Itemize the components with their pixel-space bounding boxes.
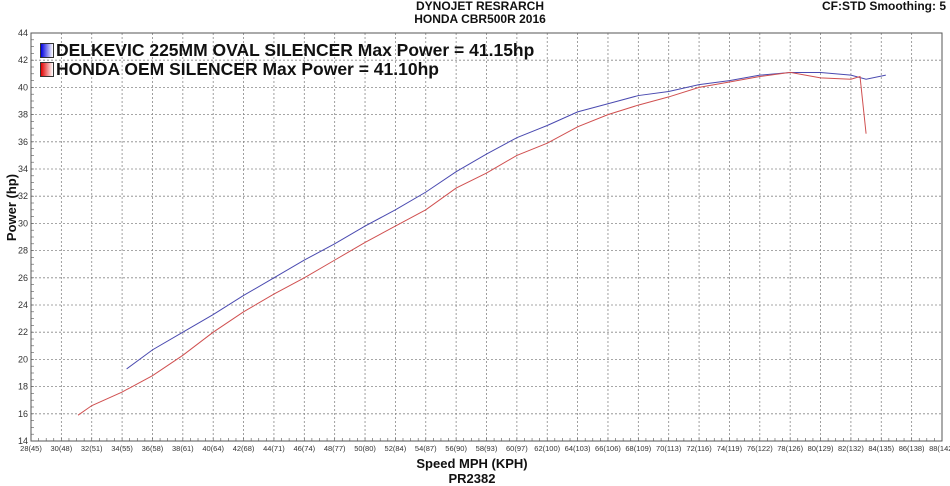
x-tick-label: 46(74) — [293, 444, 315, 453]
x-tick-label: 60(97) — [506, 444, 528, 453]
legend-item-delkevic: DELKEVIC 225MM OVAL SILENCER Max Power =… — [40, 40, 534, 61]
y-tick-label: 34 — [18, 164, 28, 174]
x-tick-label: 84(135) — [868, 444, 894, 453]
y-tick-label: 28 — [18, 246, 28, 256]
x-tick-label: 32(51) — [81, 444, 103, 453]
legend-swatch-red — [40, 62, 54, 77]
x-tick-label: 82(132) — [838, 444, 864, 453]
y-tick-label: 36 — [18, 137, 28, 147]
x-tick-label: 50(80) — [354, 444, 376, 453]
x-tick-label: 80(129) — [808, 444, 834, 453]
x-tick-label: 42(68) — [233, 444, 255, 453]
y-tick-label: 38 — [18, 110, 28, 120]
legend-label: HONDA OEM SILENCER Max Power = 41.10hp — [56, 59, 439, 79]
x-tick-label: 62(100) — [534, 444, 560, 453]
x-tick-label: 78(126) — [777, 444, 803, 453]
legend-item-honda-oem: HONDA OEM SILENCER Max Power = 41.10hp — [40, 59, 439, 80]
y-tick-label: 24 — [18, 300, 28, 310]
x-tick-label: 54(87) — [415, 444, 437, 453]
y-tick-label: 30 — [18, 218, 28, 228]
x-tick-label: 30(48) — [51, 444, 73, 453]
y-tick-label: 14 — [18, 436, 28, 446]
x-tick-label: 36(58) — [142, 444, 164, 453]
y-tick-label: 20 — [18, 354, 28, 364]
x-tick-label: 64(103) — [565, 444, 591, 453]
x-tick-label: 70(113) — [656, 444, 682, 453]
y-tick-label: 16 — [18, 409, 28, 419]
series-line-honda-oem — [77, 71, 867, 416]
y-tick-label: 18 — [18, 382, 28, 392]
chart-title: DYNOJET RESRARCH — [415, 0, 544, 13]
series-line-delkevic — [126, 71, 886, 370]
x-tick-label: 48(77) — [324, 444, 346, 453]
x-tick-label: 68(109) — [625, 444, 651, 453]
x-tick-label: 28(45) — [20, 444, 42, 453]
y-tick-label: 32 — [18, 191, 28, 201]
x-tick-label: 58(93) — [476, 444, 498, 453]
y-tick-label: 22 — [18, 327, 28, 337]
legend-label: DELKEVIC 225MM OVAL SILENCER Max Power =… — [56, 40, 535, 60]
y-tick-label: 44 — [18, 28, 28, 38]
x-tick-label: 56(90) — [445, 444, 467, 453]
y-tick-label: 40 — [18, 82, 28, 92]
chart-subtitle: HONDA CBR500R 2016 — [414, 12, 546, 26]
run-id-label: PR2382 — [448, 471, 496, 486]
x-tick-label: 34(55) — [111, 444, 133, 453]
x-tick-label: 44(71) — [263, 444, 285, 453]
y-tick-label: 26 — [18, 273, 28, 283]
x-tick-label: 52(84) — [385, 444, 407, 453]
y-tick-label: 42 — [18, 55, 28, 65]
correction-factor-label: CF:STD Smoothing: 5 — [822, 0, 946, 13]
x-tick-label: 76(122) — [747, 444, 773, 453]
x-tick-label: 38(61) — [172, 444, 194, 453]
x-axis-label: Speed MPH (KPH) — [416, 456, 528, 471]
x-tick-label: 72(116) — [686, 444, 712, 453]
x-tick-label: 88(142) — [929, 444, 950, 453]
x-tick-label: 86(138) — [899, 444, 925, 453]
legend-swatch-blue — [40, 43, 54, 58]
x-tick-label: 74(119) — [717, 444, 743, 453]
x-tick-label: 66(106) — [595, 444, 621, 453]
plot-frame — [30, 32, 943, 442]
x-tick-label: 40(64) — [202, 444, 224, 453]
